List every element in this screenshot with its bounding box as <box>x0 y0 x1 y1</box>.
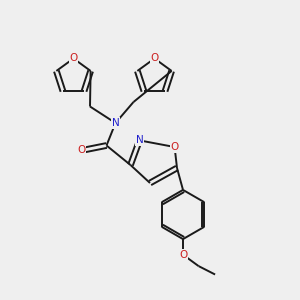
Text: N: N <box>112 118 119 128</box>
Text: O: O <box>179 250 187 260</box>
Text: O: O <box>170 142 179 152</box>
Text: N: N <box>136 135 143 146</box>
Text: O: O <box>69 53 78 64</box>
Text: O: O <box>77 145 85 155</box>
Text: O: O <box>150 53 159 64</box>
